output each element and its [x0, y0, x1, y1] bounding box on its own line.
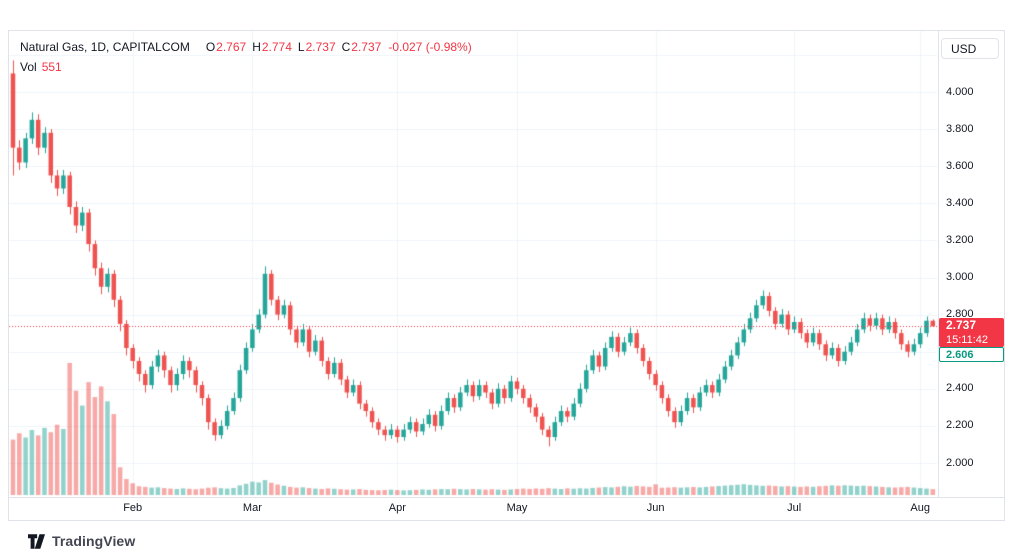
price-tick-label: 2.200 — [946, 419, 974, 432]
low-value: 2.737 — [305, 40, 336, 54]
volume-legend[interactable]: Vol 551 — [20, 60, 62, 74]
symbol-title: Natural Gas, 1D, CAPITALCOM — [20, 40, 190, 54]
change-value: -0.027 (-0.98%) — [388, 40, 472, 54]
time-tick-label: May — [506, 502, 528, 514]
volume-value: 551 — [41, 60, 62, 74]
high-label: H — [252, 40, 261, 54]
open-value: 2.767 — [216, 40, 247, 54]
price-tick-label: 3.400 — [946, 196, 974, 209]
price-tick-label: 3.200 — [946, 233, 974, 246]
currency-button[interactable]: USD — [941, 38, 999, 59]
open-label: O — [205, 40, 216, 54]
symbol-legend[interactable]: Natural Gas, 1D, CAPITALCOM O2.767 H2.774 L… — [20, 40, 472, 54]
time-tick-label: Feb — [123, 502, 143, 514]
bar-countdown: 15:11:42 — [946, 334, 989, 346]
price-tick-label: 2.400 — [946, 382, 974, 395]
time-tick-label: Jul — [787, 502, 802, 514]
price-tick-label: 3.600 — [946, 159, 974, 172]
time-tick-label: Mar — [242, 502, 262, 514]
price-tick-label: 3.800 — [946, 122, 974, 135]
time-axis-separator — [8, 497, 1004, 498]
high-value: 2.774 — [261, 40, 292, 54]
volume-label: Vol — [20, 60, 37, 74]
price-tick-label: 3.000 — [946, 271, 974, 283]
last-price-badge: 2.737 15:11:42 — [939, 318, 1004, 347]
close-label: C — [341, 40, 351, 54]
low-label: L — [297, 40, 305, 54]
price-axis-separator — [938, 30, 939, 497]
price-tick-label: 4.000 — [946, 85, 974, 98]
time-tick-label: Apr — [388, 502, 406, 514]
tradingview-brand-text: TradingView — [52, 533, 136, 549]
last-price-value: 2.737 — [946, 318, 977, 332]
time-tick-label: Aug — [910, 502, 930, 514]
secondary-price-badge: 2.606 — [939, 347, 1004, 362]
tradingview-logo-icon — [28, 533, 45, 549]
price-tick-label: 2.800 — [946, 308, 974, 321]
time-tick-label: Jun — [646, 502, 665, 514]
close-value: 2.737 — [351, 40, 382, 54]
tradingview-brand-link[interactable]: TradingView — [28, 533, 135, 549]
price-tick-label: 2.000 — [946, 456, 974, 469]
